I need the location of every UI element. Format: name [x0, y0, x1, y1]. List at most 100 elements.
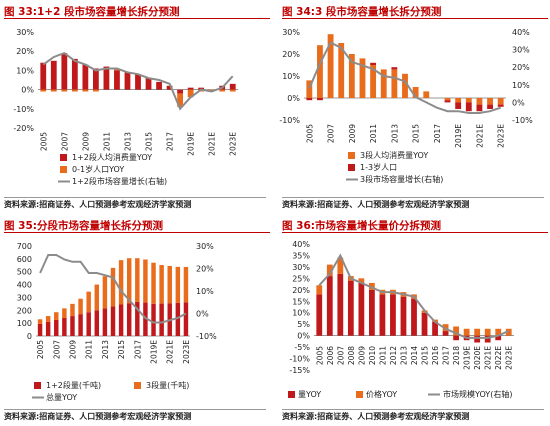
x-tick-label: 2023E — [505, 346, 514, 370]
legend-label: 3段量(千吨) — [146, 380, 189, 390]
chart-33-plot: 30% 20% 10% 0% -10% -20% 2005 2007 2009 2011 2013 2… — [13, 28, 238, 186]
bar-series-1 — [391, 69, 398, 98]
legend-swatch — [134, 382, 141, 389]
bar-series-1 — [175, 302, 181, 336]
bar-series-1 — [135, 301, 140, 336]
bar-series-2 — [444, 100, 451, 103]
bar-series-1 — [126, 303, 132, 336]
bar-series-2 — [337, 257, 344, 274]
y-tick-label: 40% — [292, 240, 310, 249]
bar-series-2 — [118, 260, 124, 305]
y2-tick-label: 20% — [196, 265, 214, 274]
x-tick-label: 2013 — [101, 340, 110, 359]
legend-label: 总量YOY — [46, 392, 77, 402]
bar-series-1 — [317, 45, 323, 98]
bar-series-2 — [94, 284, 100, 311]
x-tick-label: 2007 — [60, 132, 69, 151]
bar-series-2 — [306, 98, 313, 101]
bar-series-1 — [70, 316, 75, 336]
bar-series-1 — [110, 306, 116, 336]
bar-series-2 — [71, 89, 78, 92]
legend-label: 1+2段市场容量增长(右轴) — [72, 176, 167, 186]
legend-swatch — [288, 391, 295, 398]
bar-series-1 — [86, 312, 91, 336]
x-tick-label: 2017 — [433, 124, 442, 143]
y-tick-label: 30% — [16, 28, 34, 37]
bar-series-1 — [400, 296, 407, 336]
bar-series-2 — [453, 326, 459, 336]
x-tick-label: 2008 — [347, 346, 356, 365]
bar-series-1 — [453, 335, 459, 341]
y-tick-label: 0% — [287, 94, 300, 103]
bar-series-1 — [423, 91, 430, 98]
bar-series-1 — [54, 319, 59, 336]
y2-tick-label: 20% — [512, 63, 530, 72]
x-tick-label: 2021E — [208, 132, 217, 156]
chart-35-plot: 700 600 500 400 300 200 100 0 30% 20% 10% 0% -10% 200… — [17, 242, 217, 402]
bar-series-2 — [177, 93, 183, 107]
bar-series-2 — [370, 62, 377, 65]
x-tick-label: 2018 — [452, 346, 461, 365]
chart-title: 图 35:分段市场容量增长拆分预测 — [4, 220, 163, 232]
bar-series-2 — [476, 104, 483, 112]
bar-series-1 — [40, 62, 47, 90]
bar-series-1 — [159, 303, 164, 336]
chart-title-bar: 图 36:市场容量增长量价分拆预测 — [282, 214, 548, 233]
legend-label: 3段市场容量增长(右轴) — [360, 174, 443, 184]
x-tick-label: 2013 — [400, 346, 409, 365]
bar-series-1 — [465, 98, 472, 103]
bar-series-2 — [45, 316, 51, 322]
bar-series-1 — [306, 80, 313, 98]
bar-series-1 — [93, 68, 99, 90]
bar-series-2 — [86, 291, 91, 313]
x-tick-label: 2015 — [421, 346, 430, 365]
bar-series-2 — [369, 282, 375, 290]
bar-series-2 — [463, 328, 470, 336]
chart-title-bar: 图 35:分段市场容量增长拆分预测 — [4, 214, 270, 233]
legend-label: 市场规模YOY(右轴) — [443, 389, 512, 399]
x-tick-label: 2021E — [484, 346, 493, 370]
bar-series-2 — [183, 266, 189, 303]
bar-series-1 — [145, 78, 152, 90]
x-tick-label: 2009 — [81, 132, 90, 151]
y2-tick-label: 10% — [196, 287, 214, 296]
bar-series-2 — [54, 312, 59, 320]
bar-series-2 — [50, 89, 57, 92]
bar-series-2 — [229, 89, 236, 92]
bar-series-1 — [402, 73, 408, 98]
y2-tick-label: 0% — [512, 98, 525, 107]
x-tick-label: 2023E — [497, 124, 506, 148]
legend-label: 1-3岁人口 — [360, 162, 397, 172]
bar-series-2 — [474, 328, 481, 336]
x-tick-label: 2012 — [389, 346, 398, 365]
x-tick-label: 2010 — [368, 346, 377, 365]
chart-title-bar: 图 34:3 段市场容量增长拆分预测 — [282, 0, 548, 19]
bar-series-2 — [455, 102, 462, 109]
y-tick-label: 30% — [282, 28, 300, 37]
y-tick-label: 600 — [17, 255, 32, 264]
x-tick-label: 2015 — [412, 124, 421, 143]
bar-series-2 — [175, 266, 181, 303]
y-tick-label: -15% — [289, 366, 310, 375]
y-tick-label: 25% — [292, 274, 310, 283]
y2-tick-label: 10% — [512, 81, 530, 90]
bar-series-2 — [110, 267, 116, 307]
x-tick-label: 2017 — [166, 132, 175, 151]
x-tick-label: 2005 — [315, 346, 324, 365]
bar-series-2 — [487, 104, 493, 109]
bar-series-1 — [444, 98, 451, 101]
bar-series-2 — [40, 89, 47, 92]
bar-series-1 — [421, 312, 428, 336]
bar-series-2 — [126, 258, 132, 304]
bar-series-2 — [78, 298, 83, 315]
legend-label: 价格YOY — [366, 389, 397, 399]
y-tick-label: 300 — [17, 293, 32, 302]
bar-series-1 — [338, 43, 345, 98]
legend-label: 3段人均消费量YOY — [360, 150, 428, 160]
x-tick-label: 2017 — [442, 346, 451, 365]
bar-series-2 — [159, 265, 164, 304]
legend-swatch — [356, 391, 363, 398]
bar-series-2 — [465, 102, 472, 112]
bar-series-1 — [124, 72, 131, 90]
x-tick-label: 2007 — [336, 346, 345, 365]
